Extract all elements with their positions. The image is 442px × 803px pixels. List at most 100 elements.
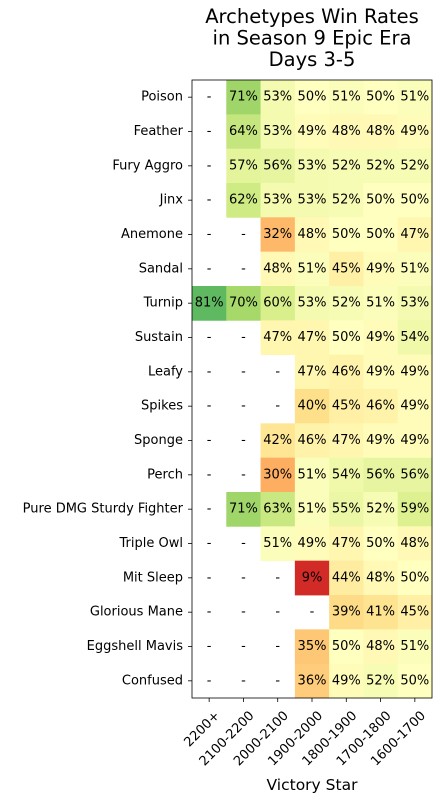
cell-value-label: - (275, 364, 280, 379)
cell-value-label: 54% (332, 467, 361, 482)
heatmap-cell (226, 286, 261, 321)
cell-value-label: - (207, 261, 212, 276)
cell-value-label: - (241, 570, 246, 585)
chart-title-line: Archetypes Win Rates (205, 5, 419, 28)
cell-value-label: 53% (298, 193, 327, 208)
cell-value-label: - (275, 673, 280, 688)
cell-value-label: 47% (298, 364, 327, 379)
heatmap-cell (363, 663, 399, 699)
cell-value-label: - (241, 605, 246, 620)
row-label: Sponge (134, 433, 183, 448)
heatmap-cell (363, 389, 399, 424)
heatmap-cell (294, 629, 330, 665)
heatmap-cell (397, 663, 433, 699)
row-label: Mit Sleep (123, 570, 183, 585)
heatmap-cell (363, 251, 399, 287)
heatmap-cell (260, 492, 296, 527)
heatmap-cell (363, 629, 399, 665)
heatmap-cell (329, 663, 364, 699)
heatmap-cell (329, 148, 364, 184)
heatmap-cell (363, 492, 399, 527)
cell-value-label: 48% (366, 124, 395, 139)
cell-value-label: 51% (263, 536, 292, 551)
cell-value-label: 49% (400, 364, 429, 379)
cell-value-label: 52% (332, 193, 361, 208)
cell-value-label: 64% (229, 124, 258, 139)
cell-value-label: - (241, 433, 246, 448)
row-labels: Poison Feather Fury Aggro Jinx Anemone Sandal… (23, 90, 192, 688)
x-axis-label: Victory Star (267, 776, 359, 794)
cell-value-label: 48% (298, 227, 327, 242)
cell-value-label: 71% (229, 90, 258, 105)
heatmap-cell (294, 526, 330, 562)
cell-value-label: 51% (400, 90, 429, 105)
cell-value-label: 49% (366, 261, 395, 276)
column-labels: 2200+2100-22002000-21001900-20001800-190… (181, 698, 429, 769)
cell-value-label: 39% (332, 605, 361, 620)
heatmap-cell (397, 80, 433, 115)
cell-value-label: 52% (366, 673, 395, 688)
row-label: Triple Owl (119, 536, 183, 551)
cell-value-label: 48% (332, 124, 361, 139)
cell-value-label: 47% (298, 330, 327, 345)
heatmap-cell (329, 114, 364, 150)
heatmap-cell (363, 286, 399, 321)
heatmap-cell (294, 663, 330, 699)
cell-value-label: 41% (366, 605, 395, 620)
heatmap-cell (363, 114, 399, 150)
cell-value-label: 36% (298, 673, 327, 688)
cell-value-label: 63% (263, 502, 292, 517)
cell-value-label: 50% (400, 193, 429, 208)
cell-value-label: 50% (332, 227, 361, 242)
cell-value-label: 62% (229, 193, 258, 208)
cell-value-label: 32% (263, 227, 292, 242)
cell-value-label: 53% (263, 193, 292, 208)
heatmap-cell (397, 457, 433, 493)
row-label: Pure DMG Sturdy Fighter (23, 502, 184, 517)
heatmap-cell (226, 148, 261, 184)
cell-value-label: 59% (400, 502, 429, 517)
cell-value-label: 49% (366, 364, 395, 379)
heatmap-cell (397, 629, 433, 665)
cell-value-label: - (207, 673, 212, 688)
row-label: Eggshell Mavis (87, 639, 184, 654)
heatmap-cell (329, 320, 364, 356)
heatmap-cell (329, 560, 364, 596)
heatmap-cell (329, 80, 364, 115)
heatmap-cell (294, 286, 330, 321)
cell-value-label: 56% (263, 158, 292, 173)
cell-value-label: - (207, 158, 212, 173)
row-label: Poison (141, 90, 183, 105)
cell-value-label: 50% (366, 227, 395, 242)
row-label: Glorious Mane (90, 605, 183, 620)
heatmap-cell (329, 389, 364, 424)
cell-value-label: - (241, 399, 246, 414)
heatmap-cell (294, 423, 330, 459)
cell-value-label: - (207, 433, 212, 448)
heatmap-cell (397, 526, 433, 562)
cell-value-label: 46% (366, 399, 395, 414)
cell-value-label: - (275, 605, 280, 620)
cell-value-label: 47% (332, 536, 361, 551)
cell-value-label: 50% (332, 330, 361, 345)
cell-value-label: 54% (400, 330, 429, 345)
heatmap-cell (363, 217, 399, 253)
heatmap-cell (294, 320, 330, 356)
cell-value-label: 45% (332, 261, 361, 276)
row-label: Jinx (159, 193, 184, 208)
cell-value-label: 45% (332, 399, 361, 414)
heatmap-cell (260, 80, 296, 115)
heatmap-cell (363, 183, 399, 218)
cell-value-label: - (241, 364, 246, 379)
heatmap-cell (294, 217, 330, 253)
heatmap-cell (260, 526, 296, 562)
cell-value-label: 50% (332, 639, 361, 654)
cell-value-label: 48% (366, 639, 395, 654)
heatmap-cell (329, 354, 364, 390)
cell-value-label: 53% (263, 90, 292, 105)
heatmap-cell (226, 183, 261, 218)
cell-value-label: 71% (229, 502, 258, 517)
cell-value-label: 51% (332, 90, 361, 105)
plot-frame (191, 79, 433, 699)
heatmap-cell (329, 457, 364, 493)
